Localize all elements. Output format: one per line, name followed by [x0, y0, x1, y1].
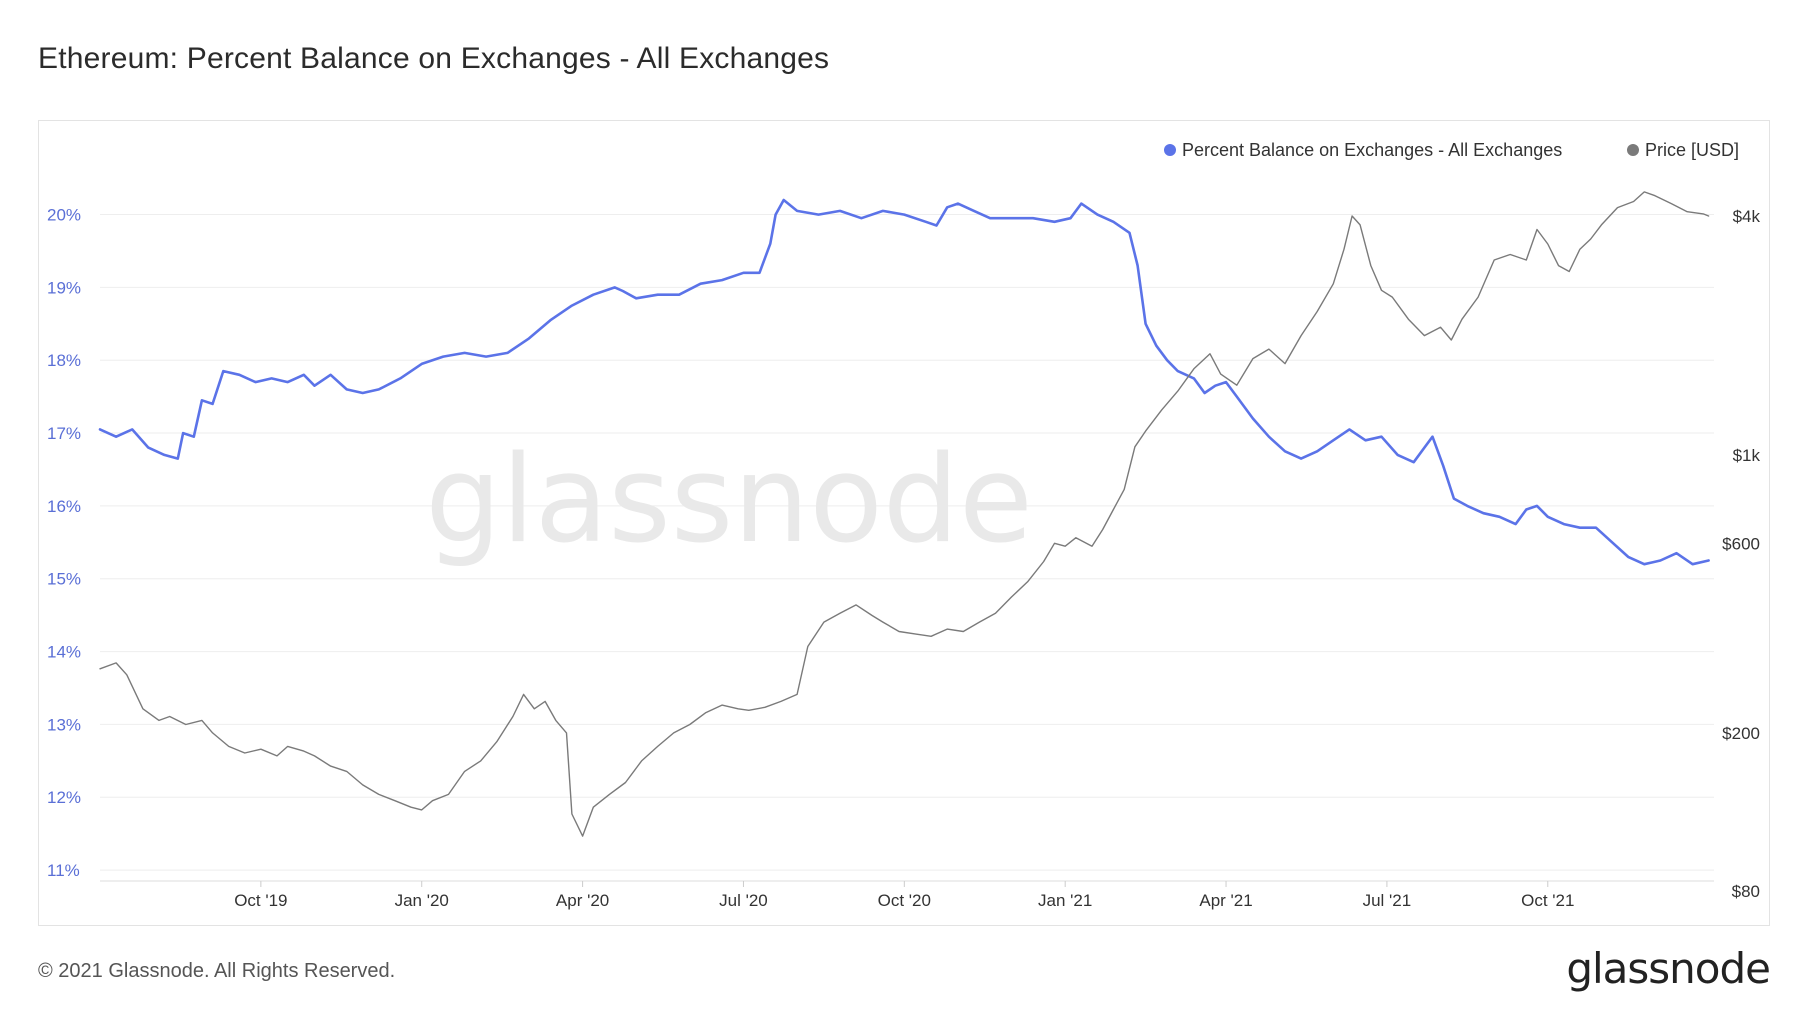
page-title: Ethereum: Percent Balance on Exchanges -…	[38, 42, 830, 75]
x-tick-label-4: Oct '20	[878, 891, 931, 910]
chart-svg: glassnode 11% 12% 13% 14% 15% 16% 17% 18% 19% 20%…	[47, 140, 1760, 910]
right-axis-ticks: $80 $200 $600 $1k $4k	[1722, 207, 1760, 901]
left-tick-14: 14%	[47, 643, 81, 662]
left-tick-15: 15%	[47, 570, 81, 589]
x-tick-label-6: Apr '21	[1199, 891, 1252, 910]
legend-dot-balance	[1164, 144, 1176, 156]
watermark-text: glassnode	[425, 431, 1033, 570]
left-tick-20: 20%	[47, 206, 81, 225]
left-tick-18: 18%	[47, 351, 81, 370]
right-tick-80: $80	[1732, 882, 1760, 901]
right-tick-4000: $4k	[1733, 207, 1761, 226]
legend-label-price[interactable]: Price [USD]	[1645, 140, 1739, 160]
legend: Percent Balance on Exchanges - All Excha…	[1164, 140, 1739, 160]
left-tick-19: 19%	[47, 278, 81, 297]
left-tick-16: 16%	[47, 497, 81, 516]
left-tick-17: 17%	[47, 424, 81, 443]
right-tick-600: $600	[1722, 534, 1760, 553]
series-layer	[98, 191, 1710, 837]
legend-label-balance[interactable]: Percent Balance on Exchanges - All Excha…	[1182, 140, 1562, 160]
brand-logo[interactable]: glassnode	[1566, 944, 1771, 993]
left-tick-13: 13%	[47, 715, 81, 734]
grid-lines	[100, 214, 1714, 882]
x-tick-label-5: Jan '21	[1038, 891, 1092, 910]
left-tick-12: 12%	[47, 788, 81, 807]
x-tick-label-3: Jul '20	[719, 891, 768, 910]
x-tick-label-1: Jan '20	[395, 891, 449, 910]
x-tick-label-7: Jul '21	[1363, 891, 1412, 910]
x-tick-label-0: Oct '19	[234, 891, 287, 910]
x-tick-label-8: Oct '21	[1521, 891, 1574, 910]
copyright-footer: © 2021 Glassnode. All Rights Reserved.	[38, 960, 396, 982]
left-tick-11: 11%	[47, 861, 80, 880]
x-tick-label-2: Apr '20	[556, 891, 609, 910]
right-tick-200: $200	[1722, 724, 1760, 743]
chart-panel: glassnode 11% 12% 13% 14% 15% 16% 17% 18% 19% 20%…	[38, 120, 1770, 926]
left-axis-ticks: 11% 12% 13% 14% 15% 16% 17% 18% 19% 20%	[47, 206, 81, 881]
series-line-balance	[98, 198, 1710, 566]
right-tick-1000: $1k	[1733, 446, 1761, 465]
legend-dot-price	[1627, 144, 1639, 156]
x-axis-ticks: Oct '19 Jan '20 Apr '20 Jul '20 Oct '20 Jan '…	[234, 881, 1574, 910]
series-line-price	[99, 191, 1710, 837]
